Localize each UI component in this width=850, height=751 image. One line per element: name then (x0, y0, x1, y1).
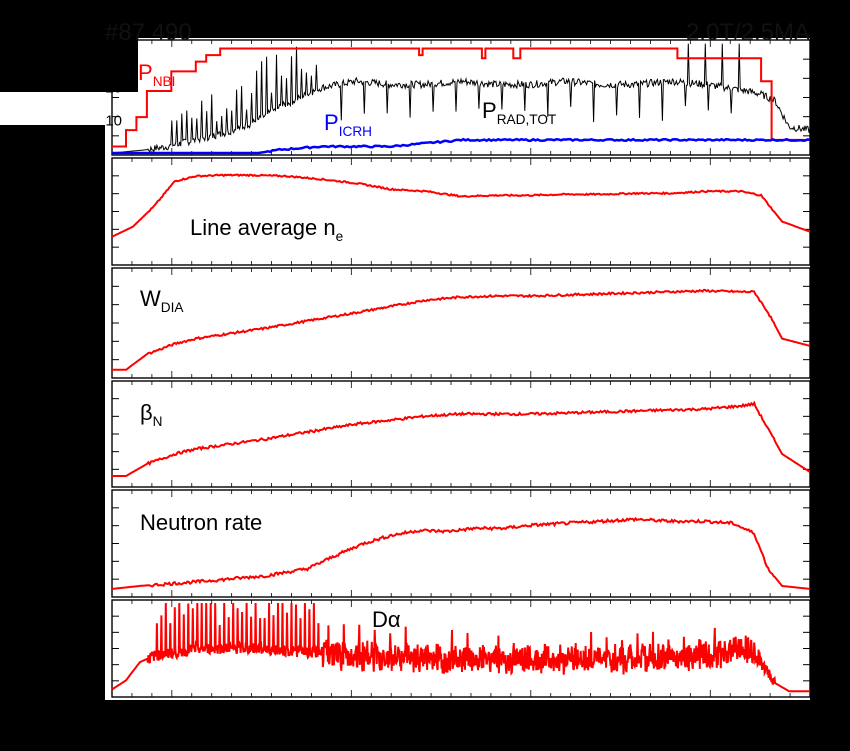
shot-number: #87 490 (105, 19, 192, 46)
series-p-rad-tot (111, 43, 811, 154)
label-p-icrh: PICRH (324, 110, 372, 139)
label-beta-n: βN (140, 400, 163, 429)
label-w-dia: WDIA (140, 286, 184, 315)
current-label: 2.0T/2.5MA (686, 19, 810, 46)
plot-background (105, 38, 810, 700)
mask-top-left (0, 38, 138, 92)
series-w-dia (112, 288, 811, 371)
mask-right (810, 0, 850, 751)
series-d-alpha (111, 602, 810, 693)
label-d-alpha: Dα (372, 607, 401, 632)
ytick-label-10: 10 (105, 112, 122, 129)
mask-top (0, 0, 850, 38)
series-beta-n (112, 400, 811, 477)
label-neutron-rate: Neutron rate (140, 510, 262, 535)
mask-bottom (0, 700, 850, 751)
series-line-average-n-e (111, 173, 811, 238)
label-p-rad-tot: PRAD,TOT (482, 98, 557, 127)
label-line-average-ne: Line average ne (190, 215, 343, 244)
label-p-nbi: PNBI (138, 60, 175, 89)
series-neutron-rate (111, 516, 811, 590)
mask-left (0, 38, 105, 751)
series-p-nbi (112, 47, 810, 148)
series-p-icrh (112, 137, 811, 155)
ylabel-tab (0, 92, 105, 125)
